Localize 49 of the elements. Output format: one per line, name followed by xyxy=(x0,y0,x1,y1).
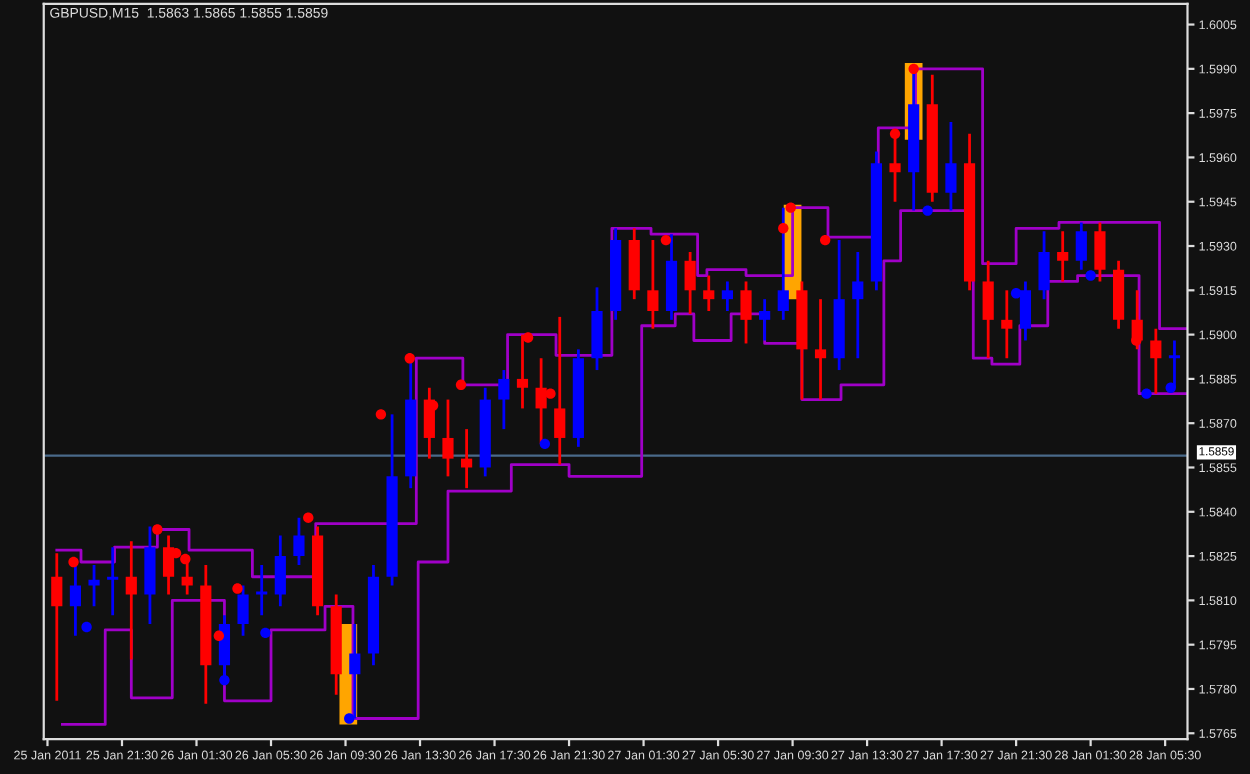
point xyxy=(922,205,933,216)
candlestick xyxy=(982,259,994,360)
candlestick xyxy=(814,297,827,401)
point xyxy=(303,512,314,523)
point xyxy=(908,63,919,75)
point xyxy=(68,556,79,568)
point xyxy=(539,438,551,450)
candlestick xyxy=(1168,339,1181,390)
candlestick xyxy=(721,280,733,313)
candlestick xyxy=(498,368,510,431)
candlestick xyxy=(107,545,119,617)
point xyxy=(1085,270,1096,281)
candlestick xyxy=(442,398,454,478)
candlestick xyxy=(125,539,137,661)
candlestick xyxy=(945,120,957,212)
point xyxy=(180,553,191,565)
candlestick xyxy=(759,297,771,342)
point xyxy=(1165,382,1176,393)
candlestick xyxy=(684,250,696,316)
point xyxy=(455,379,467,391)
candlestick xyxy=(274,534,286,608)
point xyxy=(1141,388,1152,399)
candlestick xyxy=(51,551,63,703)
candlestick xyxy=(88,563,100,608)
point xyxy=(404,353,415,364)
point xyxy=(778,223,789,234)
point xyxy=(232,583,243,594)
candlestick xyxy=(852,250,864,360)
candlestick xyxy=(740,280,752,345)
candlestick xyxy=(1038,229,1050,301)
candlestick xyxy=(591,285,603,372)
point xyxy=(81,621,92,633)
candlestick xyxy=(703,274,715,313)
point xyxy=(344,713,355,724)
point xyxy=(1010,288,1022,299)
point xyxy=(375,409,387,420)
candlestick xyxy=(1075,221,1087,272)
point xyxy=(785,202,796,213)
point xyxy=(889,128,901,139)
candlestick xyxy=(647,238,659,331)
point xyxy=(819,234,831,246)
point xyxy=(522,332,534,343)
point xyxy=(260,627,271,639)
point xyxy=(545,388,556,399)
candlestick xyxy=(1057,229,1069,283)
point xyxy=(152,524,163,535)
point xyxy=(660,234,672,246)
point xyxy=(219,674,230,686)
point xyxy=(213,630,225,642)
